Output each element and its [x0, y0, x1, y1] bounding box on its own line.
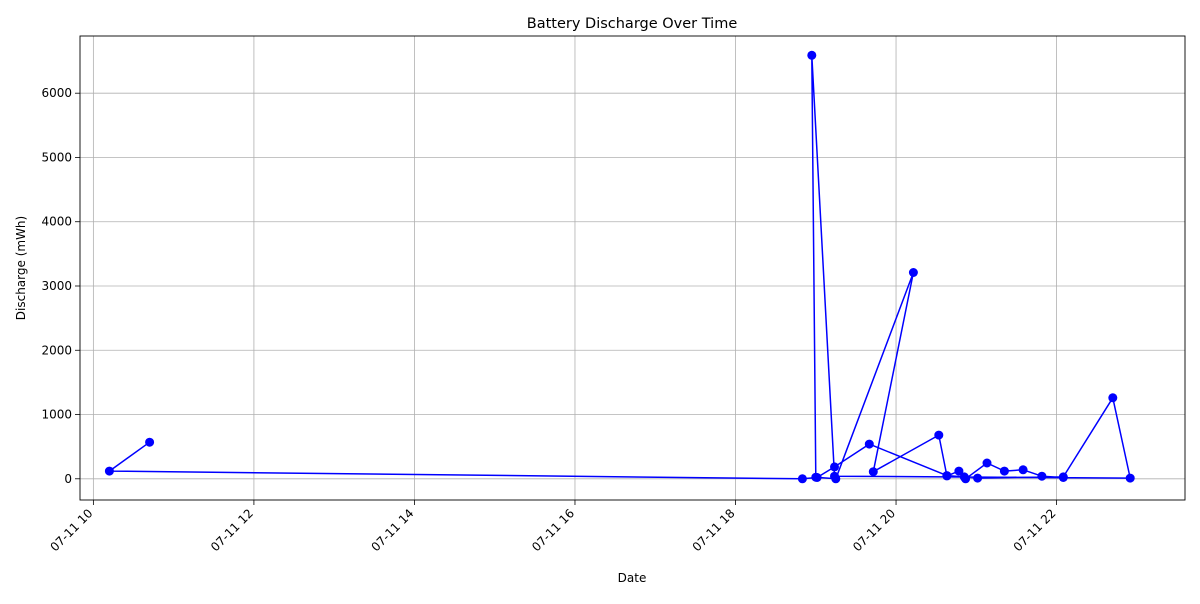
- plot-data: [104, 50, 1135, 484]
- y-tick-label: 5000: [41, 150, 72, 164]
- data-point: [982, 458, 992, 468]
- data-point: [934, 430, 944, 440]
- y-tick-label: 6000: [41, 86, 72, 100]
- plot-frame: [79, 35, 1186, 501]
- data-point: [1037, 471, 1047, 481]
- data-point: [145, 437, 155, 447]
- data-point: [1018, 465, 1028, 475]
- y-axis-label: Discharge (mWh): [14, 216, 28, 320]
- data-point: [908, 268, 918, 277]
- data-point: [942, 471, 952, 481]
- data-point: [954, 466, 964, 476]
- data-point: [973, 473, 983, 483]
- grid: [80, 36, 1185, 500]
- data-point: [831, 474, 841, 484]
- data-point: [807, 50, 817, 60]
- data-point: [104, 466, 114, 476]
- data-point: [864, 439, 874, 449]
- data-point: [1058, 473, 1068, 482]
- data-point: [830, 462, 839, 472]
- y-tick-label: 4000: [41, 215, 72, 229]
- chart-title: Battery Discharge Over Time: [527, 16, 738, 32]
- y-tick-label: 3000: [41, 279, 72, 293]
- y-tick-label: 1000: [41, 408, 72, 422]
- x-axis-label: Date: [618, 571, 647, 585]
- data-point: [999, 466, 1009, 476]
- data-point: [797, 474, 807, 484]
- y-tick-label: 2000: [41, 343, 72, 357]
- data-point: [1108, 393, 1118, 403]
- data-point: [811, 472, 821, 482]
- data-point: [1125, 473, 1135, 483]
- data-point: [961, 474, 971, 484]
- y-tick-label: 0: [64, 472, 72, 486]
- data-point: [868, 467, 878, 477]
